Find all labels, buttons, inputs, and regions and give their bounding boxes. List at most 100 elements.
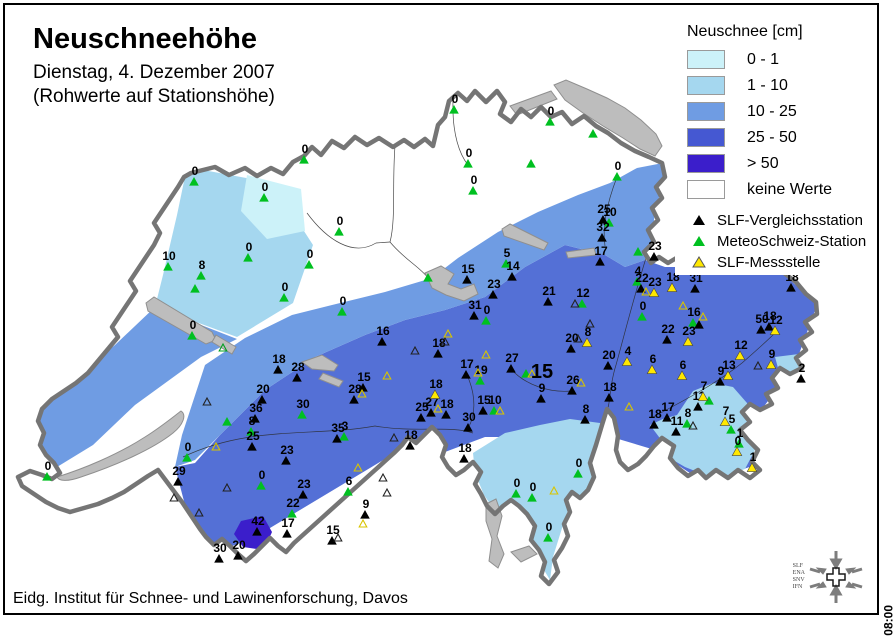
legend-class-row: 25 - 50 (687, 128, 877, 147)
station-marker (250, 414, 260, 423)
station-marker (489, 406, 499, 415)
station-markers: 0000010800000000054001210000226830319100… (42, 92, 806, 563)
station-marker (360, 510, 370, 519)
station-marker (441, 410, 451, 419)
station-marker (662, 413, 672, 422)
station-marker (281, 456, 291, 465)
station-marker (543, 297, 553, 306)
station-marker (377, 337, 387, 346)
lake-biel (211, 334, 237, 355)
station-value-label: 0 (302, 142, 309, 156)
station-marker (211, 441, 221, 451)
lake-brienz (318, 372, 344, 388)
station-value-label: 16 (376, 324, 390, 338)
station-value-label: 50 (755, 312, 769, 326)
station-marker (282, 529, 292, 538)
legend-swatch (687, 180, 725, 199)
legend-class-row: 1 - 10 (687, 76, 877, 95)
station-marker (641, 286, 651, 296)
station-value-label: 18 (458, 441, 472, 455)
station-marker (353, 462, 363, 472)
station-marker (753, 360, 763, 370)
station-marker (42, 472, 52, 481)
station-value-label: 4 (625, 344, 632, 358)
station-marker (698, 311, 708, 321)
station-value-label: 18 (763, 309, 777, 323)
station-marker (189, 177, 199, 186)
station-marker (382, 487, 392, 497)
station-marker (389, 432, 399, 442)
station-marker (481, 349, 491, 359)
station-value-label: 30 (462, 410, 476, 424)
station-value-label: 23 (648, 275, 662, 289)
region-valais-gt50 (234, 516, 272, 550)
station-marker (678, 300, 688, 310)
legend-class-label: 1 - 10 (747, 76, 788, 94)
station-value-label: 18 (404, 428, 418, 442)
station-marker (682, 336, 694, 346)
station-value-label: 23 (487, 277, 501, 291)
station-marker (632, 277, 642, 286)
lake-geneva (56, 410, 185, 481)
station-value-label: 23 (648, 239, 662, 253)
station-marker (481, 316, 491, 325)
station-value-label: 16 (687, 305, 701, 319)
station-marker (297, 410, 307, 419)
station-marker (459, 454, 469, 463)
station-value-label: 8 (585, 325, 592, 339)
station-value-label: 0 (514, 476, 521, 490)
station-marker (461, 370, 471, 379)
station-marker (252, 527, 262, 536)
station-value-label: 0 (185, 440, 192, 454)
highlighted-value-label: 15 (531, 361, 553, 383)
station-value-label: 5 (729, 412, 736, 426)
legend-station-label: MeteoSchweiz-Station (717, 232, 867, 250)
legend-class-row: keine Werte (687, 180, 877, 199)
station-value-label: 17 (661, 400, 675, 414)
station-marker (715, 377, 725, 386)
station-value-label: 15 (326, 523, 340, 537)
station-marker (704, 396, 714, 405)
station-marker (527, 368, 537, 378)
station-marker (468, 186, 478, 195)
station-value-label: 0 (735, 434, 742, 448)
station-value-label: 14 (506, 259, 520, 273)
station-marker (475, 376, 485, 385)
station-marker (719, 416, 731, 426)
station-value-label: 17 (281, 516, 295, 530)
station-marker (764, 322, 774, 331)
station-marker (648, 287, 660, 297)
station-value-label: 23 (682, 324, 696, 338)
legend-station-row: MeteoSchweiz-Station (691, 232, 877, 250)
station-value-label: 20 (232, 538, 246, 552)
station-marker (595, 257, 605, 266)
region-ticino-1-10 (473, 419, 610, 580)
station-marker (612, 172, 622, 181)
station-marker (429, 389, 441, 399)
station-value-label: 7 (723, 404, 730, 418)
legend-title: Neuschnee [cm] (687, 23, 803, 40)
legend-station-types: SLF-Vergleichsstation MeteoSchweiz-Statio… (679, 212, 877, 271)
station-marker (222, 482, 232, 492)
lake-lugano (510, 545, 538, 563)
lake-thun (300, 354, 339, 372)
station-marker (473, 367, 483, 377)
legend-class-row: 0 - 1 (687, 50, 877, 69)
station-marker (585, 318, 595, 328)
station-marker (169, 492, 179, 502)
station-value-label: 8 (685, 406, 692, 420)
station-value-label: 28 (291, 360, 305, 374)
station-marker (433, 403, 443, 413)
station-value-label: 18 (429, 377, 443, 391)
station-value-label: 0 (340, 294, 347, 308)
station-marker (378, 472, 388, 482)
station-value-label: 12 (734, 338, 748, 352)
station-marker (299, 155, 309, 164)
station-marker (646, 364, 658, 374)
station-value-label: 11 (671, 414, 684, 428)
station-value-label: 22 (635, 271, 649, 285)
station-value-label: 22 (286, 496, 300, 510)
legend-swatch (687, 50, 725, 69)
lake-walen (565, 247, 597, 259)
station-marker (722, 370, 734, 380)
